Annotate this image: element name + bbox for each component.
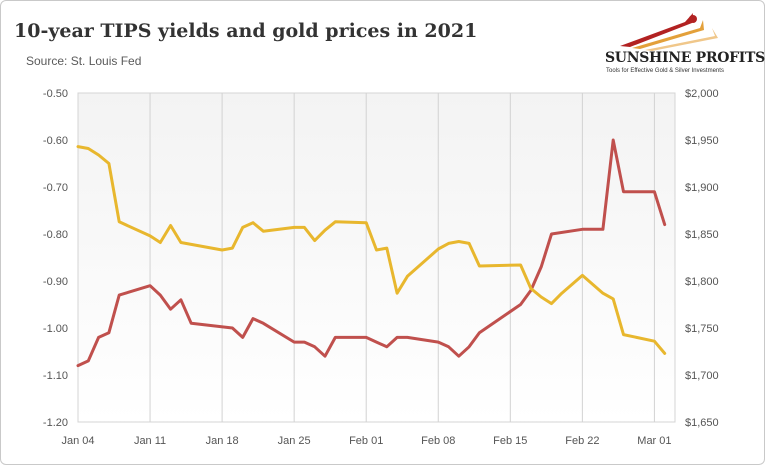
- right-tick-label: $1,650: [685, 417, 719, 429]
- right-tick-label: $1,750: [685, 323, 719, 335]
- left-axis-labels: -0.50 -0.60 -0.70 -0.80 -0.90 -1.00 -1.10 -1.20: [43, 88, 68, 429]
- left-tick-label: -1.00: [43, 323, 68, 335]
- plot-area: [77, 92, 676, 423]
- right-tick-label: $1,950: [685, 135, 719, 147]
- left-tick-label: -0.90: [43, 276, 68, 288]
- left-tick-label: -1.10: [43, 370, 68, 382]
- left-tick-label: -0.80: [43, 229, 68, 241]
- gold-price-line: [76, 145, 667, 355]
- tips-yield-line: [76, 138, 667, 368]
- left-tick-label: -0.60: [43, 135, 68, 147]
- x-tick-label: Feb 22: [565, 435, 599, 447]
- left-tick-label: -0.70: [43, 182, 68, 194]
- x-axis-labels: Jan 04 Jan 11 Jan 18 Jan 25 Feb 01 Feb 08 Feb …: [61, 435, 671, 447]
- left-tick-label: -1.20: [43, 417, 68, 429]
- sunshine-profits-logo: SUNSHINE PROFITS Tools for Effective Gol…: [600, 10, 765, 78]
- logo-tagline: Tools for Effective Gold & Silver Invest…: [606, 68, 724, 74]
- left-tick-label: -0.50: [43, 88, 68, 100]
- right-tick-label: $1,700: [685, 370, 719, 382]
- right-tick-label: $1,800: [685, 276, 719, 288]
- chart-title: 10-year TIPS yields and gold prices in 2…: [14, 20, 478, 42]
- x-tick-label: Feb 01: [349, 435, 383, 447]
- x-tick-label: Mar 01: [637, 435, 671, 447]
- x-tick-label: Jan 11: [134, 435, 166, 447]
- right-axis-labels: $2,000 $1,950 $1,900 $1,850 $1,800 $1,750 $1,7…: [685, 88, 719, 429]
- x-tick-label: Feb 08: [421, 435, 455, 447]
- right-tick-label: $1,900: [685, 182, 719, 194]
- x-tick-label: Jan 18: [206, 435, 239, 447]
- right-tick-label: $1,850: [685, 229, 719, 241]
- series-lines: [76, 138, 667, 368]
- x-tick-label: Feb 15: [493, 435, 527, 447]
- grid-lines: [149, 93, 655, 422]
- logo-rays-icon: [620, 13, 718, 51]
- right-tick-label: $2,000: [685, 88, 719, 100]
- x-tick-label: Jan 04: [61, 435, 94, 447]
- logo-name: SUNSHINE PROFITS: [605, 50, 765, 66]
- chart-subtitle: Source: St. Louis Fed: [26, 54, 142, 68]
- x-tick-label: Jan 25: [278, 435, 311, 447]
